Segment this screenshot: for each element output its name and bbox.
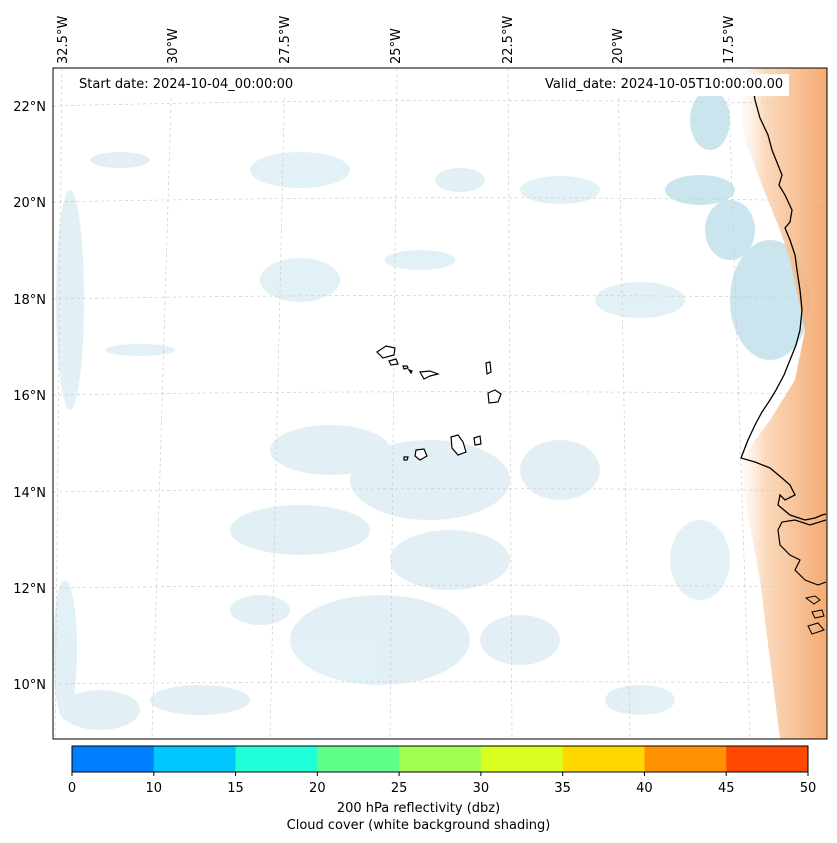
colorbar-ticks: 0 10 15 20 25 30 35 40 45 50 xyxy=(68,772,816,796)
colorbar: 0 10 15 20 25 30 35 40 45 50 xyxy=(68,745,816,796)
guinea-bissau-coast xyxy=(777,519,827,586)
colorbar-frame xyxy=(71,745,809,773)
colorbar-tick-label: 20 xyxy=(309,781,326,796)
colorbar-tick-label: 0 xyxy=(68,781,76,796)
colorbar-tick-label: 40 xyxy=(636,781,653,796)
colorbar-segment xyxy=(153,746,237,772)
colorbar-tick-label: 30 xyxy=(473,781,490,796)
map-area xyxy=(53,68,827,739)
colorbar-tick-label: 45 xyxy=(718,781,735,796)
lat-label: 18°N xyxy=(13,293,46,308)
bijagos-islands xyxy=(804,595,825,635)
lon-label: 20°W xyxy=(611,28,626,64)
lon-label: 27.5°W xyxy=(278,16,293,64)
lat-label: 16°N xyxy=(13,389,46,404)
colorbar-segment xyxy=(399,746,482,772)
colorbar-segments xyxy=(72,746,809,772)
colorbar-tick-label: 15 xyxy=(227,781,244,796)
colorbar-segment xyxy=(72,746,155,772)
warm-field-land xyxy=(730,68,827,739)
colorbar-tick-label: 35 xyxy=(554,781,571,796)
lon-label: 25°W xyxy=(389,28,404,64)
lat-label: 12°N xyxy=(13,582,46,597)
colorbar-segment xyxy=(317,746,400,772)
colorbar-segment xyxy=(235,746,318,772)
colorbar-sublabel: Cloud cover (white background shading) xyxy=(286,818,551,833)
lat-label: 14°N xyxy=(13,486,46,501)
lon-label: 17.5°W xyxy=(722,16,737,64)
lon-label: 22.5°W xyxy=(501,16,516,64)
colorbar-tick-label: 10 xyxy=(146,781,163,796)
lon-label: 32.5°W xyxy=(56,16,71,64)
lat-label: 10°N xyxy=(13,678,46,693)
lat-label: 20°N xyxy=(13,196,46,211)
colorbar-label: 200 hPa reflectivity (dbz) xyxy=(336,801,501,816)
map-frame xyxy=(52,67,828,740)
colorbar-segment xyxy=(562,746,645,772)
cloud-cover-dense xyxy=(665,90,810,360)
lon-label: 30°W xyxy=(166,28,181,64)
longitude-labels: 32.5°W 30°W 27.5°W 25°W 22.5°W 20°W 17.5… xyxy=(56,16,737,64)
colorbar-tick-label: 50 xyxy=(800,781,817,796)
colorbar-segment xyxy=(644,746,727,772)
lat-label: 22°N xyxy=(13,100,46,115)
colorbar-segment xyxy=(480,746,564,772)
valid-date-label: Valid_date: 2024-10-05T10:00:00.00 xyxy=(539,74,790,96)
cabo-verde-islands xyxy=(376,345,502,461)
start-date-label: Start date: 2024-10-04_00:00:00 xyxy=(73,74,300,96)
colorbar-tick-label: 25 xyxy=(391,781,408,796)
africa-coastline xyxy=(740,79,827,521)
gridlines xyxy=(53,68,827,739)
latitude-labels: 22°N 20°N 18°N 16°N 14°N 12°N 10°N xyxy=(13,100,46,693)
colorbar-segment xyxy=(726,746,809,772)
